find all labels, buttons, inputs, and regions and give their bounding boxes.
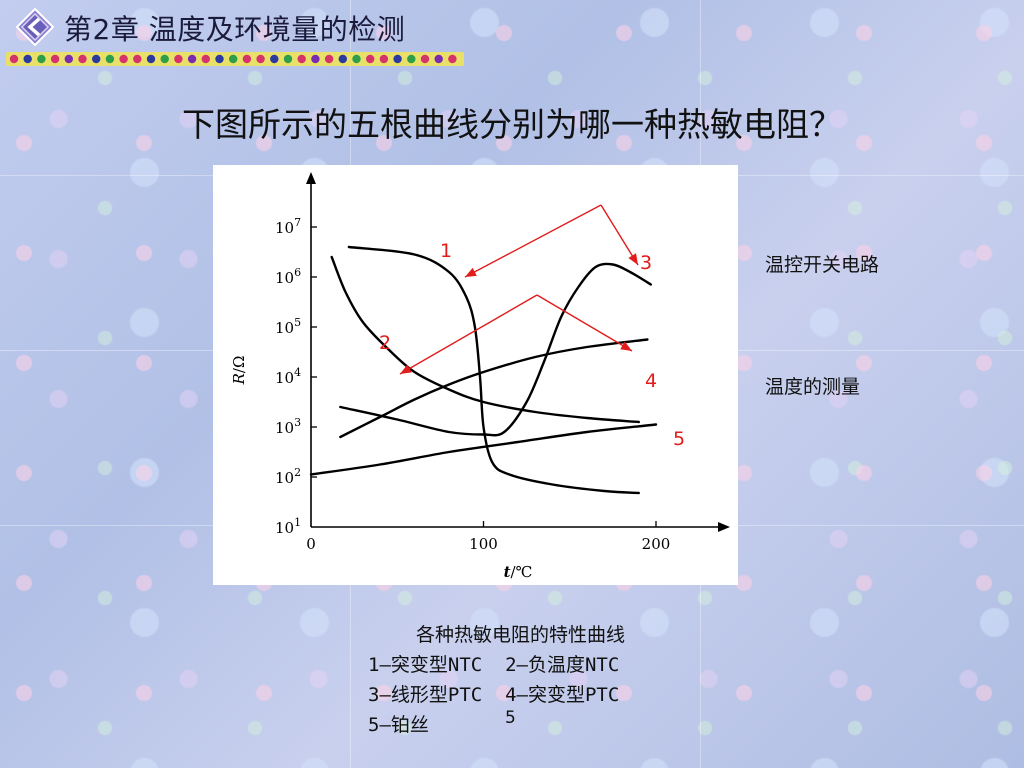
decorative-dot <box>37 54 46 64</box>
decorative-dot <box>187 54 197 64</box>
x-axis-label: t/℃ <box>504 563 533 581</box>
x-tick-label: 200 <box>642 535 671 553</box>
caption-line-1: 1—突变型NTC 2—负温度NTC <box>368 654 620 676</box>
curve-5 <box>309 423 658 476</box>
y-tick-label: 107 <box>275 216 301 237</box>
curve-1 <box>347 245 640 495</box>
decorative-dot <box>50 54 60 64</box>
decorative-dot <box>297 54 306 64</box>
y-tick-label: 104 <box>275 366 301 387</box>
decorative-dot <box>201 54 210 64</box>
decorative-dot <box>352 54 361 64</box>
y-tick-label: 106 <box>275 266 301 287</box>
decorative-dot <box>420 54 430 64</box>
decorative-dot <box>242 54 252 64</box>
decorative-dot <box>92 54 101 64</box>
caption-line-3: 5—铂丝 <box>368 714 429 736</box>
y-tick-label: 103 <box>275 416 301 437</box>
chapter-title: 第2章 温度及环境量的检测 <box>64 13 406 46</box>
decorative-dot <box>9 54 19 64</box>
decorative-dot <box>366 54 375 64</box>
y-axis-label: R/Ω <box>230 356 248 386</box>
decorative-dot <box>283 54 293 64</box>
x-tick-label: 0 <box>306 535 316 553</box>
decorative-dot <box>160 54 169 64</box>
y-tick-label: 101 <box>275 516 301 537</box>
decorative-dot <box>105 54 115 64</box>
caption-line-2: 3—线形型PTC 4—突变型PTC <box>368 684 620 706</box>
decorative-dot <box>393 54 402 64</box>
y-tick-label: 102 <box>275 466 301 487</box>
decorative-dot <box>256 54 265 64</box>
decorative-dot <box>78 54 87 64</box>
decorative-dot <box>324 54 334 64</box>
caption-title: 各种热敏电阻的特性曲线 <box>416 624 626 646</box>
decorative-dot <box>215 54 224 64</box>
decorative-dot <box>174 54 183 64</box>
annotation-arrows <box>399 204 639 375</box>
decorative-dot <box>146 54 156 64</box>
decorative-dot <box>119 54 128 64</box>
decorative-dot <box>133 54 142 64</box>
side-label-lower: 温度的测量 <box>765 376 861 398</box>
decorative-dot <box>434 54 443 64</box>
diamond-chevron-left-icon[interactable] <box>16 8 54 46</box>
axes <box>306 172 730 532</box>
side-label-upper: 温控开关电路 <box>765 254 880 276</box>
y-tick-label: 105 <box>275 316 301 337</box>
decorative-dot <box>64 54 73 64</box>
decorative-dot <box>448 54 457 64</box>
decorative-dot <box>379 54 389 64</box>
curve-number-label: 3 <box>640 252 652 274</box>
curve-4 <box>339 262 652 437</box>
x-tick-label: 100 <box>469 535 498 553</box>
curve-number-label: 1 <box>440 240 452 262</box>
decorative-dot <box>229 54 238 64</box>
thermistor-characteristic-figure: 101 102 103 104 105 106 107 0 100 200 R/Ω t/℃ 1 2 3 4 5 <box>213 165 738 585</box>
question-heading: 下图所示的五根曲线分别为哪一种热敏电阻？ <box>182 105 842 144</box>
decorative-dot <box>23 54 32 64</box>
decorative-dot <box>407 54 416 64</box>
page-number: 5 <box>505 708 516 728</box>
curve-number-label: 5 <box>673 428 685 450</box>
decorative-dot <box>338 54 347 64</box>
figure-caption: 各种热敏电阻的特性曲线 1—突变型NTC 2—负温度NTC 3—线形型PTC 4—突… <box>368 620 625 740</box>
curve-number-label: 4 <box>645 370 657 392</box>
curve-2 <box>330 255 640 424</box>
decorative-dot-bar <box>6 52 464 66</box>
curve-number-label: 2 <box>379 332 391 354</box>
chart: 101 102 103 104 105 106 107 0 100 200 R/Ω t/℃ 1 2 3 4 5 <box>230 172 730 581</box>
curve-3 <box>339 338 649 439</box>
decorative-dot <box>270 54 279 64</box>
decorative-dot <box>311 54 320 64</box>
